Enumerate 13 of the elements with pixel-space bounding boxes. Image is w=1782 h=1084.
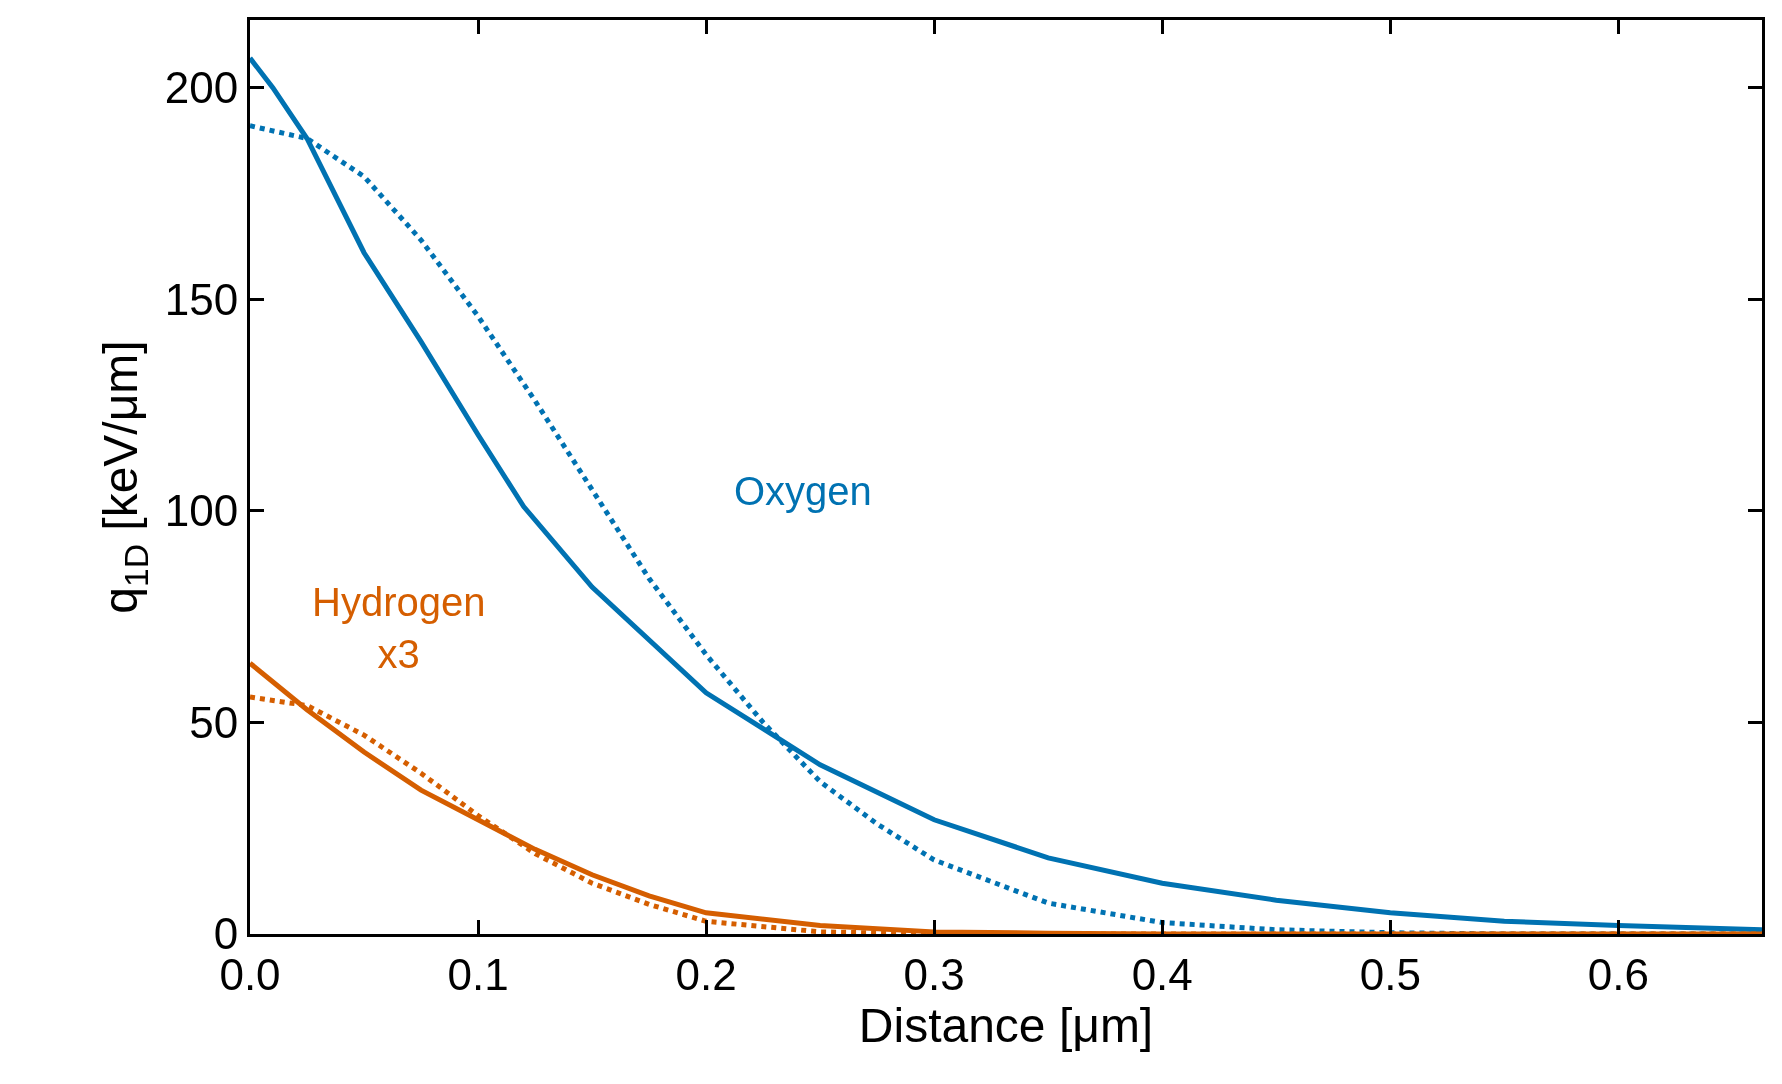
y-tick-label: 100	[164, 486, 239, 536]
y-tick-label: 150	[164, 274, 239, 324]
x-tick-label: 0.6	[1587, 949, 1649, 999]
y-tick-label: 200	[164, 63, 239, 113]
x-tick-label: 0.1	[447, 949, 509, 999]
x-axis-title: Distance [μm]	[858, 998, 1154, 1052]
annotation: Oxygen	[734, 469, 872, 513]
annotation: Hydrogen x3	[312, 580, 486, 676]
x-tick-label: 0.5	[1359, 949, 1421, 999]
x-tick-label: 0.4	[1131, 949, 1193, 999]
x-tick-label: 0.3	[903, 949, 965, 999]
x-tick-label: 0.2	[675, 949, 737, 999]
y-tick-label: 50	[189, 697, 239, 747]
